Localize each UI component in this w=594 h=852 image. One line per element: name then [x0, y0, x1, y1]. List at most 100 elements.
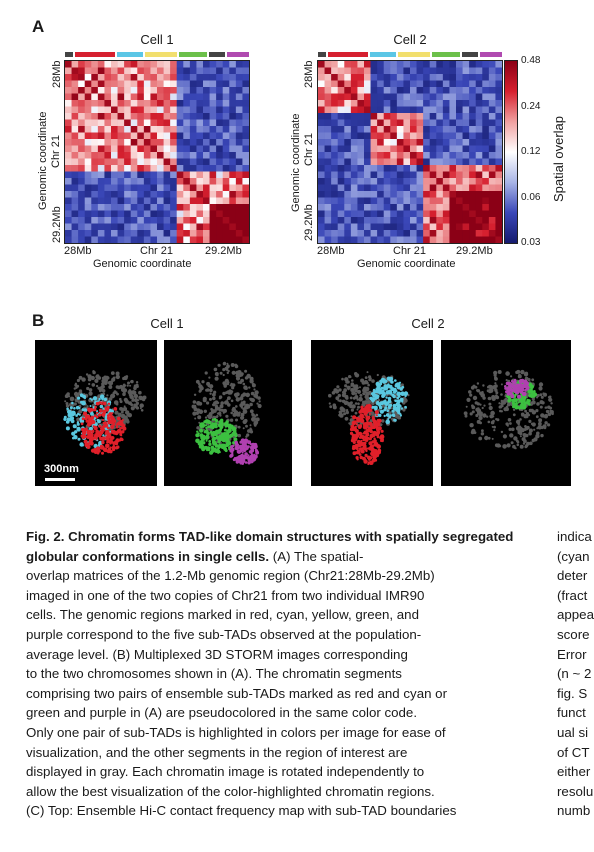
- storm-point: [516, 394, 522, 399]
- matrix-cell: [396, 204, 404, 211]
- storm-point: [366, 447, 370, 450]
- matrix-cell: [449, 139, 457, 146]
- matrix-cell: [111, 158, 118, 166]
- matrix-cell: [423, 217, 431, 224]
- storm-point: [380, 435, 385, 439]
- storm-point: [355, 451, 360, 455]
- matrix-cell: [469, 178, 477, 185]
- matrix-cell: [403, 223, 411, 231]
- storm-point: [363, 459, 368, 464]
- matrix-cell: [203, 197, 210, 205]
- storm-point: [377, 408, 381, 412]
- matrix-cell: [462, 152, 470, 159]
- matrix-cell: [488, 184, 496, 192]
- matrix-cell: [449, 145, 457, 153]
- matrix-cell: [203, 67, 210, 75]
- cell2-overlap-matrix: [317, 60, 503, 244]
- matrix-cell: [235, 152, 243, 159]
- matrix-cell: [377, 184, 385, 192]
- storm-point: [400, 383, 404, 387]
- storm-point: [93, 425, 98, 430]
- matrix-cell: [396, 80, 404, 88]
- cell1-storm-title: Cell 1: [150, 316, 184, 331]
- storm-point: [357, 389, 361, 394]
- storm-point: [538, 421, 542, 426]
- matrix-cell: [222, 87, 230, 94]
- matrix-cell: [469, 67, 477, 75]
- matrix-cell: [324, 158, 332, 166]
- matrix-cell: [442, 100, 450, 107]
- matrix-cell: [242, 191, 249, 198]
- matrix-cell: [482, 191, 490, 198]
- matrix-cell: [370, 171, 378, 179]
- matrix-cell: [130, 67, 138, 75]
- matrix-cell: [456, 93, 463, 101]
- matrix-cell: [423, 139, 431, 146]
- storm-point: [544, 406, 547, 409]
- matrix-cell: [163, 106, 171, 114]
- matrix-cell: [331, 191, 339, 198]
- matrix-cell: [222, 100, 230, 107]
- matrix-cell: [337, 230, 345, 237]
- matrix-cell: [150, 100, 158, 107]
- matrix-cell: [222, 145, 230, 153]
- matrix-cell: [364, 100, 371, 107]
- matrix-cell: [222, 178, 230, 185]
- matrix-cell: [436, 93, 444, 101]
- storm-point: [365, 432, 370, 437]
- matrix-cell: [229, 119, 237, 127]
- storm-point: [511, 427, 515, 432]
- matrix-cell: [495, 184, 502, 192]
- storm-point: [76, 417, 81, 422]
- storm-point: [522, 391, 527, 397]
- matrix-cell: [91, 178, 99, 185]
- matrix-cell: [242, 106, 249, 114]
- storm-point: [516, 369, 521, 374]
- matrix-cell: [91, 126, 99, 133]
- storm-point: [115, 391, 118, 394]
- matrix-cell: [137, 87, 145, 94]
- side-line: fig. S: [557, 685, 588, 701]
- matrix-cell: [71, 119, 79, 127]
- matrix-cell: [324, 119, 332, 127]
- matrix-cell: [97, 67, 105, 75]
- storm-point: [365, 454, 368, 458]
- matrix-cell: [157, 204, 164, 211]
- matrix-cell: [242, 139, 249, 146]
- storm-point: [524, 425, 527, 428]
- storm-point: [208, 442, 212, 446]
- matrix-cell: [216, 158, 224, 166]
- storm-point: [359, 386, 361, 389]
- storm-point: [101, 440, 105, 445]
- matrix-cell: [104, 184, 112, 192]
- storm-point: [226, 381, 230, 384]
- storm-point: [96, 410, 99, 413]
- matrix-cell: [91, 80, 99, 88]
- matrix-cell: [189, 145, 197, 153]
- storm-point: [515, 426, 521, 431]
- cell2-matrix-title: Cell 2: [393, 32, 427, 47]
- storm-point: [225, 391, 229, 395]
- matrix-cell: [163, 139, 171, 146]
- matrix-cell: [71, 204, 79, 211]
- storm-point: [367, 462, 370, 466]
- storm-point: [380, 439, 383, 442]
- matrix-cell: [449, 204, 457, 211]
- storm-point: [361, 381, 366, 385]
- matrix-cell: [475, 100, 483, 107]
- matrix-cell: [318, 61, 325, 68]
- side-line: (n ~ 2: [557, 666, 592, 682]
- storm-point: [397, 404, 402, 408]
- matrix-cell: [436, 74, 444, 81]
- matrix-cell: [449, 80, 457, 88]
- storm-point: [235, 424, 238, 427]
- matrix-cell: [104, 126, 112, 133]
- storm-point: [380, 429, 384, 433]
- matrix-cell: [488, 126, 496, 133]
- matrix-cell: [456, 67, 463, 75]
- storm-point: [78, 389, 83, 393]
- storm-point: [482, 396, 486, 400]
- matrix-cell: [337, 67, 345, 75]
- matrix-cell: [143, 113, 151, 120]
- matrix-cell: [324, 80, 332, 88]
